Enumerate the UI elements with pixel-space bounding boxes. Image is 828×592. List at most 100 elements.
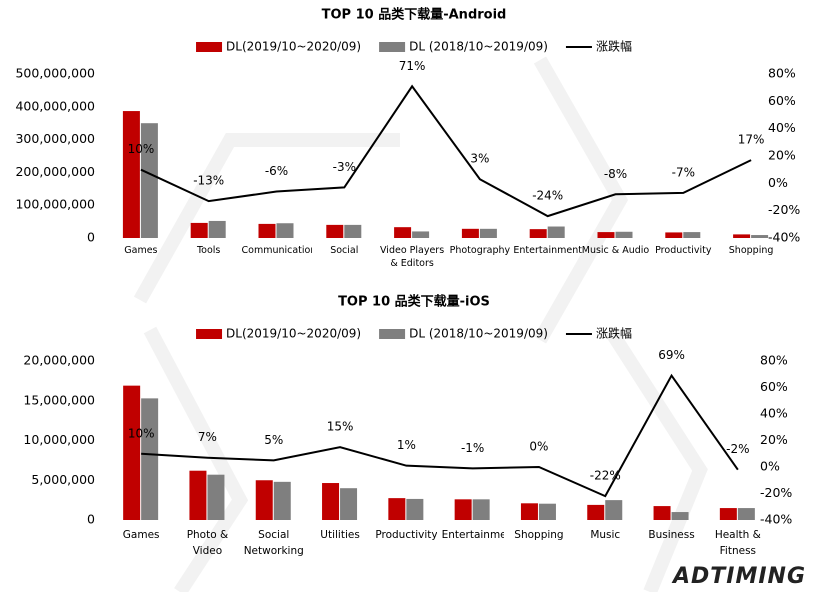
bar <box>587 504 605 520</box>
x-tick-label: Music <box>590 529 620 541</box>
legend-swatch <box>379 329 406 339</box>
y2-tick-label: 0% <box>760 459 780 474</box>
data-label: -13% <box>193 174 224 188</box>
x-tick-label: Games <box>124 245 157 256</box>
bar <box>520 503 538 520</box>
legend-label: DL(2019/10~2020/09) <box>226 40 361 54</box>
x-tick-label: Social Networking <box>243 529 304 557</box>
y2-tick-label: 60% <box>760 379 788 394</box>
y2-tick-label: -40% <box>768 230 800 245</box>
y-tick-label: 500,000,000 <box>15 66 95 81</box>
bar <box>737 508 755 520</box>
x-tick-label-text: Shopping <box>728 245 774 256</box>
bar <box>615 231 633 238</box>
chart: TOP 10 品类下载量-Android DL(2019/10~2020/09) D… <box>15 7 800 270</box>
data-label: 0% <box>529 440 548 454</box>
bar <box>388 498 406 520</box>
y-tick-label: 400,000,000 <box>15 98 95 113</box>
x-tick-label: Productivity <box>375 529 437 541</box>
data-label: -6% <box>265 164 288 178</box>
x-tick-label-text: Tools <box>196 245 221 256</box>
x-tick-label-text: Music & Audio <box>581 245 650 256</box>
y-tick-label: 0 <box>87 230 95 245</box>
data-label: 1% <box>397 438 416 452</box>
legend-label: 涨跌幅 <box>596 326 632 341</box>
bar <box>122 111 140 238</box>
chart-title: TOP 10 品类下载量-iOS <box>338 294 490 310</box>
data-label: -2% <box>726 442 749 456</box>
bar <box>322 483 340 520</box>
y-tick-label: 300,000,000 <box>15 131 95 146</box>
y-tick-label: 100,000,000 <box>15 197 95 212</box>
data-label: 7% <box>198 430 217 444</box>
x-tick-label: Photo & Video <box>186 529 229 557</box>
y2-tick-label: -20% <box>768 202 800 217</box>
logo: ADTIMING <box>671 564 806 589</box>
bar <box>255 480 273 520</box>
bar <box>412 231 430 238</box>
x-tick-label-text: Games <box>122 529 160 541</box>
x-tick-label: Entertainment <box>442 529 504 541</box>
bar <box>273 481 291 520</box>
y-tick-label: 5,000,000 <box>31 472 95 487</box>
y2-tick-label: 80% <box>768 66 796 81</box>
bar <box>340 488 358 520</box>
y2-tick-label: 40% <box>768 120 796 135</box>
x-tick-label: Games <box>122 529 160 541</box>
watermark <box>133 56 708 592</box>
chart: TOP 10 品类下载量-iOS DL(2019/10~2020/09) DL (2… <box>23 294 792 558</box>
x-tick-label: Communication <box>242 245 312 256</box>
x-tick-label: Tools <box>196 245 221 256</box>
y-tick-label: 200,000,000 <box>15 164 95 179</box>
x-tick-label: Music & Audio <box>581 245 650 256</box>
x-tick-label: Video Players & Editors <box>380 245 445 269</box>
chart-title: TOP 10 品类下载量-Android <box>322 7 507 23</box>
x-tick-label: Shopping <box>514 529 563 541</box>
bar <box>326 224 344 238</box>
x-tick-label-text: Social Networking <box>243 529 304 557</box>
y2-tick-label: 20% <box>760 432 788 447</box>
legend-label: DL (2018/10~2019/09) <box>409 327 548 341</box>
y2-tick-label: -20% <box>760 485 792 500</box>
data-label: 15% <box>327 420 354 434</box>
x-tick-label-text: Video Players & Editors <box>380 245 445 269</box>
bar <box>276 223 294 238</box>
x-tick-label-text: Health & Fitness <box>714 529 761 557</box>
x-tick-label: Business <box>648 529 695 541</box>
x-tick-label: Productivity <box>655 245 711 256</box>
x-tick-label-text: Utilities <box>320 529 360 541</box>
bar <box>733 234 751 238</box>
bar <box>461 228 479 238</box>
bar <box>529 229 547 238</box>
x-tick-label-text: Business <box>648 529 695 541</box>
data-label: 17% <box>738 133 765 147</box>
bar <box>547 226 565 238</box>
data-label: 10% <box>128 142 155 156</box>
bar <box>123 385 141 520</box>
bar <box>140 123 158 238</box>
y-tick-label: 15,000,000 <box>23 392 95 407</box>
legend-label: DL (2018/10~2019/09) <box>409 40 548 54</box>
bar <box>406 498 424 520</box>
x-tick-label: Health & Fitness <box>714 529 761 557</box>
y2-tick-label: 0% <box>768 175 788 190</box>
x-tick-label-text: Entertainment <box>513 245 582 256</box>
x-tick-label: Entertainment <box>513 245 582 256</box>
x-tick-label-text: Photography <box>449 245 511 256</box>
y2-tick-label: 20% <box>768 148 796 163</box>
bar <box>653 506 671 520</box>
bar <box>472 499 490 520</box>
bar <box>454 499 472 520</box>
y-tick-label: 10,000,000 <box>23 432 95 447</box>
x-tick-label-text: Photo & Video <box>186 529 229 557</box>
data-label: -22% <box>590 469 621 483</box>
legend-swatch <box>379 42 406 52</box>
legend: DL(2019/10~2020/09) DL (2018/10~2019/09) 涨… <box>196 326 632 341</box>
bar <box>671 512 689 520</box>
bar <box>605 500 623 520</box>
data-label: 5% <box>264 433 283 447</box>
data-label: 71% <box>399 59 426 73</box>
bar <box>597 232 615 238</box>
data-label: -7% <box>672 165 695 179</box>
bar <box>665 232 683 238</box>
